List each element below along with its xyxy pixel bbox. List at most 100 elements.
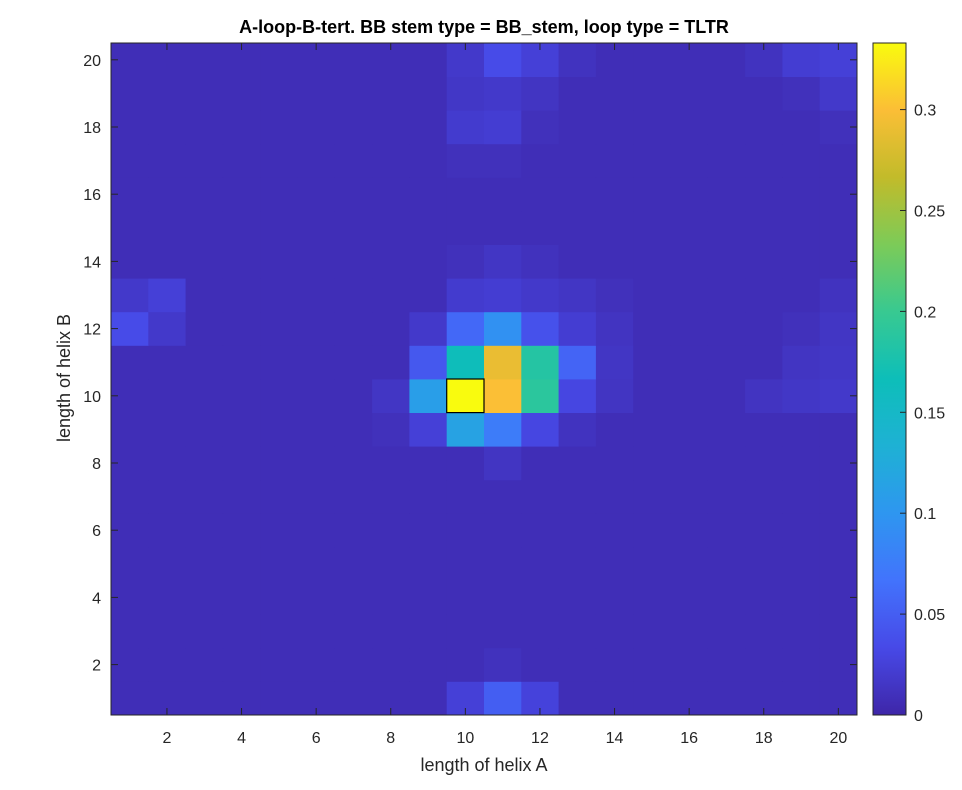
heatmap-cell [260,43,298,77]
heatmap-cell [595,278,634,313]
y-tick-label: 10 [83,389,101,406]
heatmap-cell [409,681,448,716]
heatmap-cell [446,547,485,581]
heatmap-cell [409,345,448,380]
heatmap-cell [409,580,448,615]
heatmap-cell [222,76,261,111]
heatmap-cell [297,278,336,313]
heatmap-cell [260,76,298,111]
heatmap-cell [222,513,261,548]
heatmap-cell [222,211,261,245]
heatmap-cell [148,479,186,514]
heatmap-cell [260,614,298,649]
heatmap-cell [707,244,746,279]
colorbar-tick-label: 0.25 [914,203,945,220]
y-tick-label: 16 [83,187,101,204]
heatmap-cell [372,278,410,313]
heatmap-cell [633,681,671,716]
heatmap-cell [334,177,373,212]
heatmap-cell [260,211,298,245]
heatmap-cell [334,110,373,145]
heatmap-cell [185,580,224,615]
heatmap-cell [521,446,559,481]
heatmap-cell [148,412,186,447]
heatmap-cell [372,446,410,481]
heatmap-cell [633,614,671,649]
heatmap-cell [633,513,671,548]
heatmap-cell [372,479,410,514]
heatmap-cell [745,143,783,178]
heatmap-cell [297,177,336,212]
heatmap-cell [707,647,746,682]
y-tick-label: 20 [83,53,101,70]
x-tick-label: 20 [829,730,847,747]
heatmap-cell [745,379,783,413]
heatmap-cell [782,211,821,245]
heatmap-cell [185,647,224,682]
heatmap-cell [334,647,373,682]
heatmap-cell [484,244,522,279]
heatmap-cells [111,43,858,716]
heatmap-cell [409,278,448,313]
colorbar-tick-label: 0.1 [914,506,936,523]
heatmap-cell [521,311,559,346]
heatmap-cell [558,681,597,716]
heatmap-cell [819,614,858,649]
heatmap-cell [782,681,821,716]
heatmap-cell [521,513,559,548]
heatmap-cell [111,547,149,581]
heatmap-cell [633,412,671,447]
heatmap-cell [782,345,821,380]
heatmap-cell [595,311,634,346]
heatmap-cell [148,513,186,548]
heatmap-cell [446,412,485,447]
heatmap-cell [260,311,298,346]
heatmap-cell [297,412,336,447]
heatmap-cell [372,345,410,380]
heatmap-cell [148,614,186,649]
heatmap-cell [185,143,224,178]
heatmap-cell [670,143,709,178]
heatmap-cell [185,278,224,313]
heatmap-cell [782,614,821,649]
heatmap-cell [745,311,783,346]
heatmap-cell [707,412,746,447]
heatmap-cell [222,547,261,581]
x-tick-label: 14 [606,730,624,747]
heatmap-cell [782,43,821,77]
heatmap-cell [409,647,448,682]
heatmap-cell [745,177,783,212]
heatmap-cell [484,110,522,145]
heatmap-cell [185,244,224,279]
heatmap-cell [595,547,634,581]
heatmap-cell [595,614,634,649]
heatmap-cell [446,479,485,514]
heatmap-cell [558,76,597,111]
highlighted-cell-outline [446,378,485,414]
heatmap-cell [633,278,671,313]
heatmap-cell [334,580,373,615]
heatmap-cell [670,110,709,145]
heatmap-cell [819,412,858,447]
heatmap-cell [334,244,373,279]
heatmap-cell [372,311,410,346]
heatmap-cell [595,345,634,380]
heatmap-cell [707,143,746,178]
heatmap-cell [670,311,709,346]
heatmap-cell [222,143,261,178]
x-tick-label: 2 [162,730,171,747]
heatmap-cell [297,345,336,380]
heatmap-cell [819,345,858,380]
heatmap-cell [446,177,485,212]
x-tick-label: 8 [386,730,395,747]
heatmap-cell [372,412,410,447]
y-tick-label: 12 [83,322,101,339]
heatmap-cell [185,311,224,346]
heatmap-cell [633,143,671,178]
heatmap-cell [222,580,261,615]
heatmap-cell [185,379,224,413]
heatmap-cell [745,479,783,514]
heatmap-cell [297,547,336,581]
heatmap-cell [484,143,522,178]
x-tick-label: 16 [680,730,698,747]
